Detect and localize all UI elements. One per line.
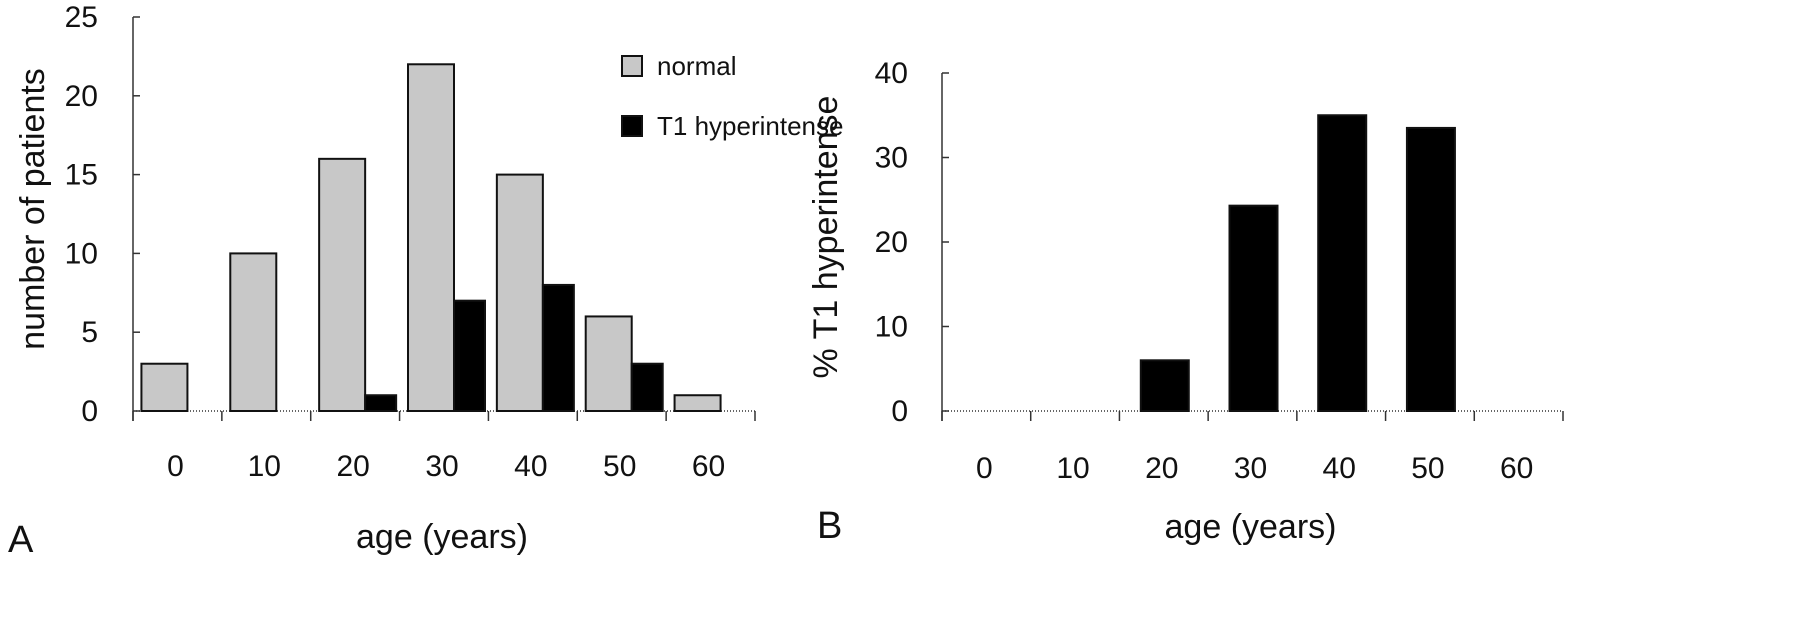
bar-a-series1-50 xyxy=(630,362,664,412)
panel-b-chart: 0 10 20 30 40 0 10 20 30 40 50 60 age (years) % T1 hy… xyxy=(807,57,1564,547)
x-tick-label-a: 30 xyxy=(425,450,458,483)
legend-label-normal: normal xyxy=(657,51,736,81)
y-axis-title-a: number of patients xyxy=(14,68,52,350)
bar-a-series0-0 xyxy=(140,362,189,412)
y-tick-label-b: 30 xyxy=(875,142,908,175)
panel-letter-a: A xyxy=(8,519,34,561)
bar-b-series0-40 xyxy=(1317,114,1368,412)
x-axis-title-b: age (years) xyxy=(1165,508,1337,546)
x-tick-label-b: 30 xyxy=(1234,452,1267,485)
x-tick-label-b: 20 xyxy=(1145,452,1178,485)
panel-a-chart: 0 5 10 15 20 25 0 10 20 30 40 50 60 age (years) number… xyxy=(8,1,843,561)
bar-b-series0-30 xyxy=(1228,204,1279,412)
x-tick-label-a: 10 xyxy=(248,450,281,483)
x-tick-label-b: 50 xyxy=(1411,452,1444,485)
y-tick-label-a: 10 xyxy=(65,237,98,270)
bar-a-series0-30 xyxy=(407,63,455,412)
x-tick-label-b: 40 xyxy=(1323,452,1356,485)
bar-b-series0-50 xyxy=(1405,126,1456,413)
x-tick-label-b: 60 xyxy=(1500,452,1533,485)
x-tick-label-a: 40 xyxy=(514,450,547,483)
y-tick-label-a: 20 xyxy=(65,80,98,113)
bar-a-series0-60 xyxy=(673,394,722,412)
y-tick-label-a: 0 xyxy=(81,395,98,428)
y-axis-title-b: % T1 hyperintense xyxy=(807,96,845,379)
x-tick-label-b: 10 xyxy=(1056,452,1089,485)
bar-a-series0-20 xyxy=(318,157,367,412)
x-tick-label-b: 0 xyxy=(976,452,993,485)
bar-a-series0-40 xyxy=(495,173,544,412)
y-tick-label-b: 0 xyxy=(891,395,908,428)
y-tick-label-b: 10 xyxy=(875,311,908,344)
y-tick-label-b: 20 xyxy=(875,226,908,259)
bar-a-series0-50 xyxy=(584,315,633,412)
bar-a-series1-40 xyxy=(541,283,575,413)
y-tick-label-a: 15 xyxy=(65,159,98,192)
bar-a-series1-30 xyxy=(453,299,486,412)
y-tick-label-a: 5 xyxy=(81,316,98,349)
legend-label-t1-hyperintense: T1 hyperintense xyxy=(657,111,843,141)
bar-a-series0-10 xyxy=(229,252,278,412)
y-tick-label-b: 40 xyxy=(875,57,908,90)
y-tick-label-a: 25 xyxy=(65,1,98,34)
bar-b-series0-20 xyxy=(1139,359,1190,412)
x-tick-label-a: 20 xyxy=(336,450,369,483)
panel-letter-b: B xyxy=(817,505,842,547)
x-axis-title-a: age (years) xyxy=(356,518,528,556)
bar-a-series1-20 xyxy=(364,394,398,412)
legend-swatch-t1-hyperintense xyxy=(621,115,643,137)
legend-swatch-normal xyxy=(621,55,643,77)
x-tick-label-a: 0 xyxy=(167,450,184,483)
x-tick-label-a: 60 xyxy=(692,450,725,483)
x-tick-label-a: 50 xyxy=(603,450,636,483)
